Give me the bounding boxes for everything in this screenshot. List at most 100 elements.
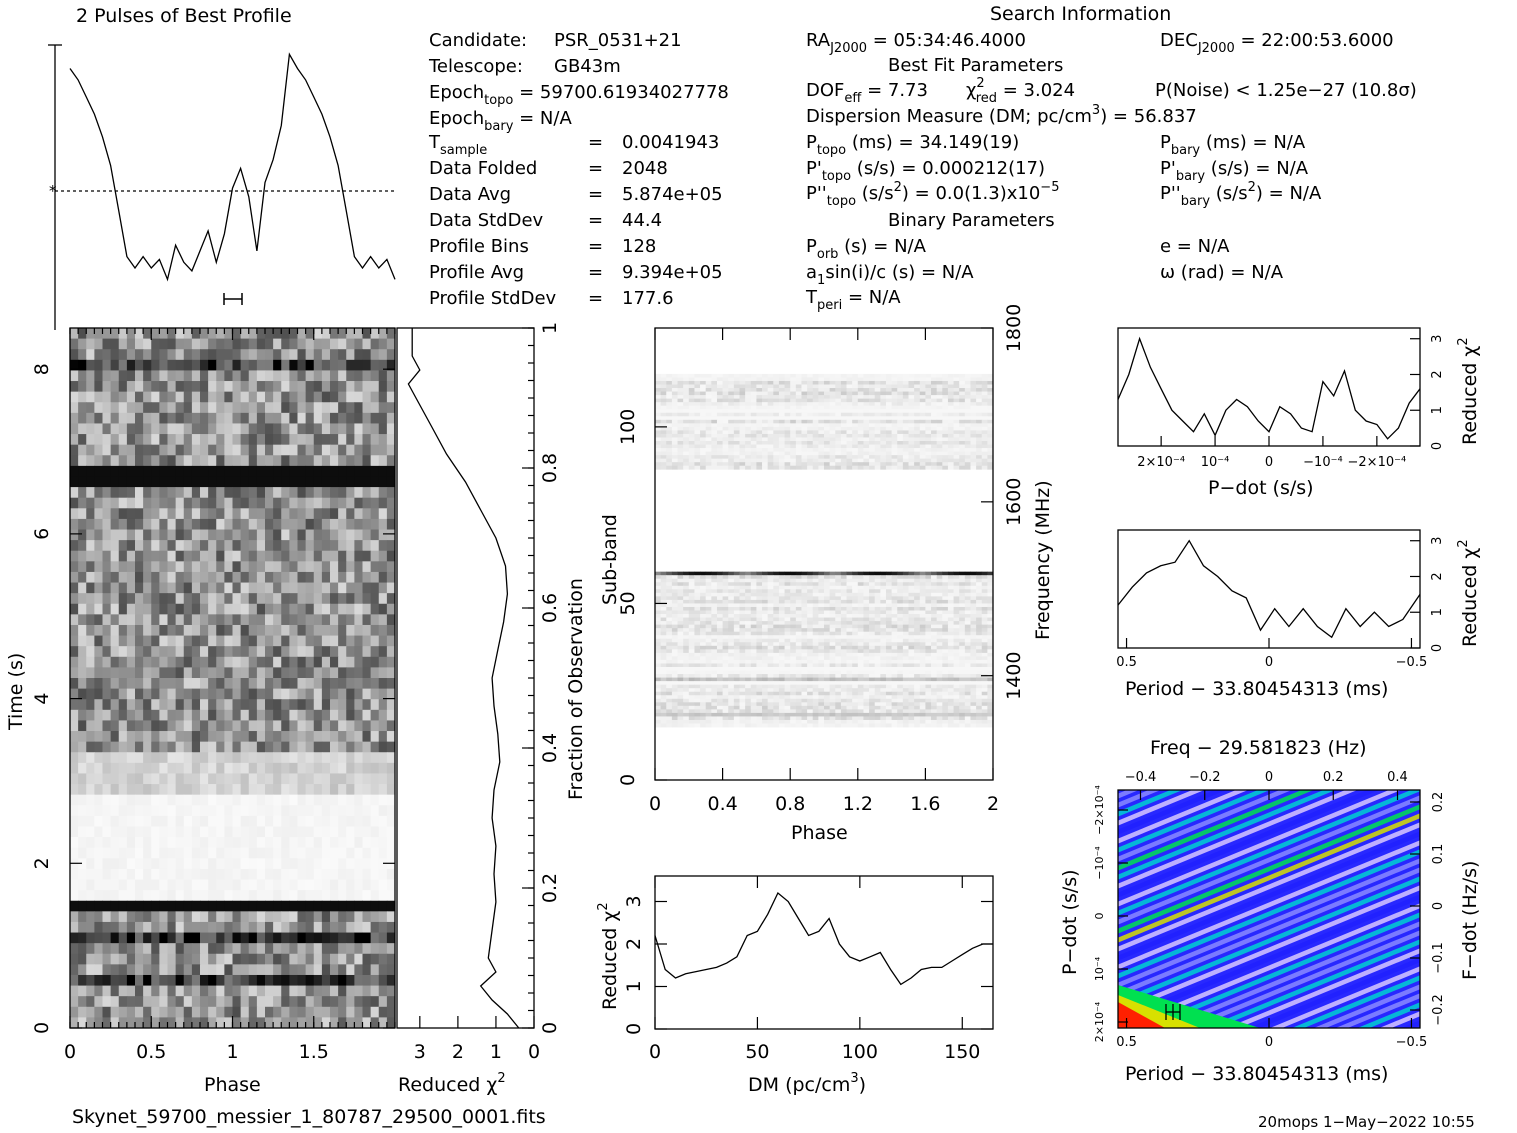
time-phase-cell [208,423,217,435]
time-phase-cell [118,465,128,477]
time-phase-cell [346,921,355,934]
time-phase-cell [338,720,347,732]
subband-cell [852,596,859,601]
time-phase-cell [330,752,339,764]
subband-cell [829,458,836,463]
subband-cell [722,589,729,594]
time-phase-cell [305,349,315,361]
time-phase-cell [216,370,225,382]
time-phase-cell [386,497,396,509]
time-phase-cell [208,455,217,467]
time-phase-cell [232,529,242,541]
time-phase-cell [191,635,201,647]
time-phase-cell [78,561,87,573]
subband-cell [880,380,887,385]
subband-cell [874,589,881,594]
time-phase-cell [175,879,185,891]
subband-cell [778,395,785,400]
time-phase-cell [183,996,193,1008]
subband-cell [762,575,769,580]
subband-cell [795,603,802,608]
subband-cell [694,603,701,608]
time-phase-cell [305,784,315,796]
subband-cell [683,585,690,590]
time-phase-cell [200,508,209,520]
subband-cell [812,388,819,392]
subband-cell [745,395,752,400]
subband-cell [981,455,988,460]
time-phase-cell [338,773,347,785]
subband-cell [745,599,752,604]
time-phase-cell [362,402,372,414]
subband-cell [756,430,763,435]
time-phase-cell [313,911,323,923]
time-phase-cell [346,381,355,393]
subband-cell [807,409,814,414]
time-phase-cell [378,879,388,891]
time-phase-cell [191,412,201,424]
subband-cell [914,444,921,449]
time-phase-cell [362,815,372,827]
subband-cell [750,462,757,467]
subband-cell [733,585,740,590]
time-phase-cell [240,890,250,902]
subband-cell [700,596,707,601]
subband-cell [728,430,735,435]
time-phase-cell [183,794,193,806]
time-phase-cell [265,720,274,732]
subband-cell [874,395,881,400]
subband-cell [773,419,780,424]
time-phase-cell [256,1017,266,1029]
subband-cell [953,419,960,424]
time-phase-cell [224,985,234,997]
time-phase-cell [216,359,225,371]
subband-cell [964,409,971,414]
time-phase-cell [151,391,160,403]
subband-cell [885,444,892,449]
time-phase-cell [305,550,315,562]
subband-cell [818,603,825,608]
subband-cell [947,599,954,604]
time-phase-cell [354,412,364,424]
subband-cell [677,423,684,428]
subband-cell [722,409,729,414]
time-phase-cell [232,837,242,849]
subband-cell [869,444,876,449]
time-phase-cell [297,932,307,944]
time-phase-cell [313,614,323,626]
time-phase-xtick: 1.5 [299,1041,329,1063]
time-phase-cell [313,964,323,976]
time-phase-cell [313,624,323,637]
profile-bins-value: 128 [622,236,656,257]
subband-cell [762,409,769,414]
time-phase-cell [370,762,380,774]
subband-cell [818,419,825,424]
time-phase-cell [135,879,144,891]
subband-cell [705,409,712,414]
subband-cell [942,465,949,470]
subband-cell [914,599,921,604]
subband-cell [829,575,836,580]
time-phase-cell [86,985,95,997]
subband-cell [728,610,735,615]
subband-cell [801,437,808,442]
time-phase-cell [305,667,315,679]
subband-cell [919,402,926,407]
subband-cell [936,578,943,583]
time-phase-cell [313,784,323,796]
time-phase-cell [289,349,299,361]
subband-cell [829,409,836,414]
time-phase-cell [313,370,323,382]
subband-cell [660,610,667,615]
subband-cell [745,589,752,594]
time-phase-cell [281,953,290,965]
subband-cell [897,398,904,403]
time-phase-cell [313,635,323,647]
time-phase-cell [240,349,250,361]
time-phase-cell [289,465,299,477]
time-phase-cell [289,1017,299,1029]
time-phase-cell [273,741,282,753]
time-phase-cell [354,635,364,647]
time-phase-cell [256,720,266,732]
time-phase-cell [370,603,380,615]
